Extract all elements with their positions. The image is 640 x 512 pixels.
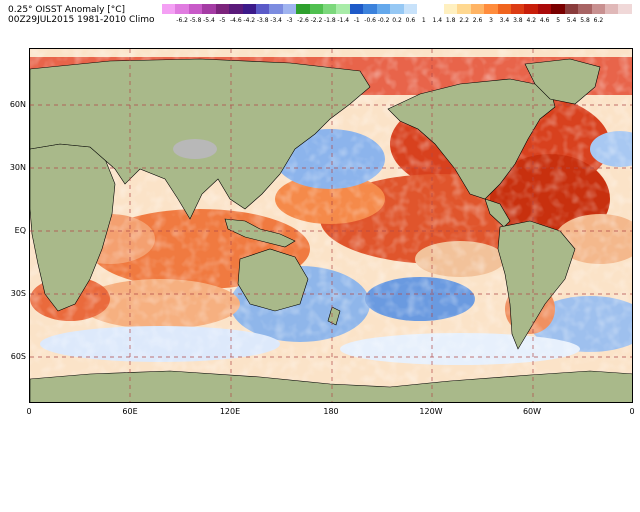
- colorbar-tick-label: -4.2: [243, 17, 256, 24]
- lon-label-60e: 60E: [122, 407, 138, 416]
- colorbar-swatch: [309, 4, 324, 14]
- colorbar-swatch: [188, 4, 203, 14]
- colorbar-swatch: [202, 4, 216, 14]
- colorbar-swatch: [417, 4, 431, 14]
- map-subtitle: 00Z29JUL2015 1981-2010 Climo: [8, 15, 155, 25]
- colorbar-tick-label: -0.2: [377, 17, 390, 24]
- colorbar-swatch: [604, 4, 619, 14]
- colorbar-swatch: [510, 4, 525, 14]
- colorbar-tick-label: 1.8: [445, 17, 456, 24]
- lon-label-180: 180: [323, 407, 339, 416]
- tibetan-plateau: [173, 139, 217, 159]
- colorbar-tick-label: -2.6: [297, 17, 309, 24]
- lat-label-30s: 30S: [10, 289, 26, 298]
- sst-anomaly-map: [29, 48, 633, 403]
- colorbar-tick-label: -1.4: [337, 17, 350, 24]
- colorbar-tick-label: 5: [556, 17, 561, 24]
- colorbar-tick-label: -5: [219, 17, 226, 24]
- lat-label-eq: EQ: [14, 226, 26, 235]
- colorbar-swatch: [564, 4, 579, 14]
- lat-label-60s: 60S: [10, 352, 26, 361]
- colorbar-tick-label: 0.2: [392, 17, 402, 24]
- colorbar-tick-label: 4.6: [539, 17, 550, 24]
- colorbar-tick-label: -5.4: [203, 17, 215, 24]
- colorbar-swatch: [323, 4, 337, 14]
- colorbar-swatch: [524, 4, 538, 14]
- lon-label-120e: 120E: [219, 407, 241, 416]
- colorbar-tick-label: -1: [353, 17, 360, 24]
- colorbar-swatch: [296, 4, 310, 14]
- colorbar-swatch: [551, 4, 565, 14]
- colorbar-swatch: [443, 4, 458, 14]
- colorbar-tick-label: 4.2: [526, 17, 537, 24]
- colorbar-swatch: [282, 4, 297, 14]
- lat-label-30n: 30N: [9, 163, 26, 172]
- colorbar-tick-label: -2.2: [310, 17, 323, 24]
- colorbar-tick-label: -6.2: [176, 17, 188, 24]
- colorbar-swatch: [215, 4, 230, 14]
- colorbar-swatch: [255, 4, 270, 14]
- colorbar-swatch: [484, 4, 498, 14]
- colorbar-swatch: [269, 4, 283, 14]
- colorbar-tick-label: -5.8: [189, 17, 202, 24]
- colorbar-tick-label: 3: [489, 17, 493, 24]
- eurasia: [30, 58, 371, 220]
- lon-label-60w: 60W: [522, 407, 542, 416]
- anomaly-colorbar: [162, 4, 632, 14]
- colorbar-tick-label: 3.8: [513, 17, 523, 24]
- colorbar-swatch: [376, 4, 391, 14]
- colorbar-swatch: [229, 4, 243, 14]
- colorbar-tick-label: -0.6: [364, 17, 376, 24]
- north-america: [387, 78, 556, 200]
- colorbar-swatch: [403, 4, 418, 14]
- colorbar-tick-label: 1: [421, 17, 426, 24]
- colorbar-tick-label: 5.8: [580, 17, 590, 24]
- colorbar-swatch: [349, 4, 364, 14]
- colorbar-tick-label: 0.6: [405, 17, 416, 24]
- colorbar-swatch: [430, 4, 444, 14]
- lon-label-0-right: 0: [629, 407, 635, 416]
- colorbar-tick-label: -4.6: [229, 17, 242, 24]
- lat-lon-grid: [30, 49, 632, 402]
- colorbar-swatch: [470, 4, 485, 14]
- colorbar-tick-label: 2.6: [472, 17, 483, 24]
- colorbar-tick-label: 1.4: [432, 17, 443, 24]
- colorbar-swatch: [175, 4, 189, 14]
- lat-label-60n: 60N: [9, 100, 26, 109]
- map-title: 0.25° OISST Anomaly [°C]: [8, 5, 126, 15]
- colorbar-tick-label: -3: [286, 17, 293, 24]
- colorbar-swatch: [497, 4, 511, 14]
- colorbar-swatch: [363, 4, 377, 14]
- colorbar-swatch: [578, 4, 592, 14]
- colorbar-swatch: [457, 4, 471, 14]
- colorbar-swatch: [537, 4, 552, 14]
- colorbar-tick-labels: -6.2 -5.8 -5.4 -5 -4.6 -4.2 -3.8 -3.4 -3 -2.6 -2.2…: [162, 17, 632, 26]
- australia: [237, 248, 309, 312]
- colorbar-tick-label: 5.4: [566, 17, 577, 24]
- colorbar-tick-label: -1.8: [323, 17, 336, 24]
- colorbar-swatch: [618, 4, 632, 14]
- lon-label-120w: 120W: [419, 407, 443, 416]
- lon-label-0-left: 0: [26, 407, 32, 416]
- colorbar-swatch: [336, 4, 350, 14]
- colorbar-tick-label: 6.2: [593, 17, 604, 24]
- colorbar-tick-label: -3.4: [270, 17, 282, 24]
- colorbar-tick-label: 2.2: [459, 17, 469, 24]
- maritime-continent: [224, 218, 296, 248]
- colorbar-swatch: [162, 4, 176, 14]
- colorbar-swatch: [591, 4, 605, 14]
- antarctica: [30, 370, 632, 402]
- colorbar-tick-label: 3.4: [499, 17, 510, 24]
- continents: [30, 58, 632, 402]
- central-america: [484, 198, 511, 228]
- new-zealand: [327, 306, 341, 326]
- title-block: 0.25° OISST Anomaly [°C] 00Z29JUL2015 19…: [8, 5, 155, 25]
- colorbar-swatch: [390, 4, 404, 14]
- map-canvas: [30, 49, 632, 402]
- colorbar-swatch: [242, 4, 256, 14]
- colorbar-tick-label: -3.8: [256, 17, 269, 24]
- greenland: [524, 58, 601, 105]
